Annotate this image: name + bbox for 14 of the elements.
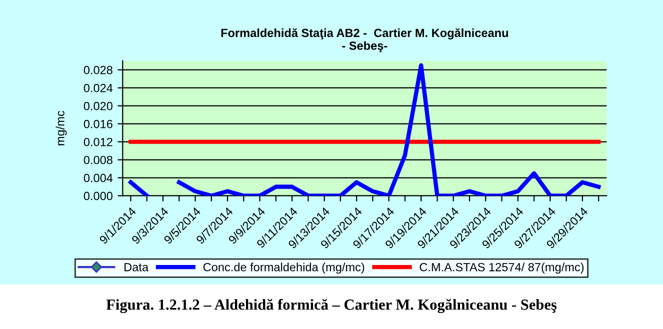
chart-title: Formaldehidă Staţia AB2 - Cartier M. Kogălniceanu - Sebeş- xyxy=(221,28,508,52)
legend-label: Data xyxy=(124,263,149,272)
y-axis-title: mg/mc xyxy=(56,110,67,146)
y-tick-label: 0.004 xyxy=(84,174,113,182)
legend-label: Conc.de formaldehida (mg/mc) xyxy=(203,262,364,274)
y-tick-label: 0.016 xyxy=(84,120,112,128)
y-tick-label: 0.024 xyxy=(84,84,113,92)
y-tick-label: 0.028 xyxy=(84,66,112,74)
text: Figura. 1.2.1.2 – Aldehidă formică – Cartier M. Kogălniceanu - Sebeş xyxy=(106,298,557,314)
y-tick-label: 0.020 xyxy=(84,102,112,110)
legend-label: C.M.A.STAS 12574/ 87(mg/mc) xyxy=(420,262,584,274)
y-tick-label: 0.000 xyxy=(84,192,112,200)
y-tick-label: 0.008 xyxy=(84,156,112,164)
y-tick-label: 0.012 xyxy=(84,138,112,146)
